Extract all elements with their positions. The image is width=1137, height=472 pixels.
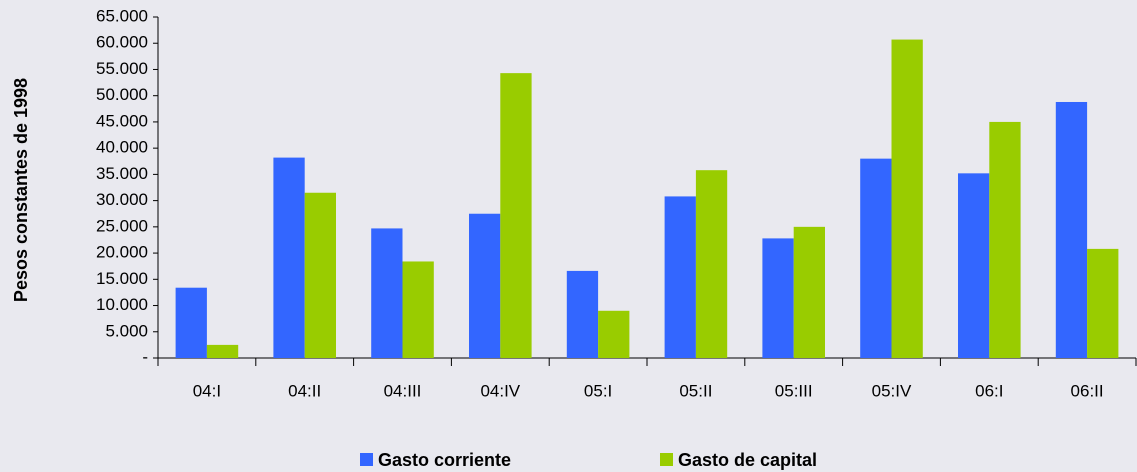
bar bbox=[566, 270, 599, 358]
bar bbox=[273, 157, 305, 358]
bar bbox=[175, 287, 207, 358]
bar bbox=[469, 213, 501, 358]
y-tick-label: 65.000 bbox=[96, 6, 148, 25]
y-tick-label: 30.000 bbox=[96, 190, 148, 209]
y-tick-label: 5.000 bbox=[105, 321, 148, 340]
y-tick-label: - bbox=[142, 347, 148, 366]
x-tick-label: 04:II bbox=[288, 381, 321, 400]
y-tick-label: 50.000 bbox=[96, 85, 148, 104]
y-tick-label: 20.000 bbox=[96, 243, 148, 262]
legend-swatch bbox=[360, 453, 373, 466]
bar bbox=[304, 192, 336, 358]
legend-label: Gasto corriente bbox=[378, 450, 511, 470]
bar bbox=[989, 121, 1021, 358]
bar bbox=[664, 196, 696, 358]
bar bbox=[695, 170, 728, 358]
x-tick-label: 05:IV bbox=[872, 381, 912, 400]
y-tick-label: 10.000 bbox=[96, 295, 148, 314]
bar bbox=[762, 238, 794, 358]
y-tick-label: 55.000 bbox=[96, 59, 148, 78]
x-tick-label: 05:I bbox=[584, 381, 612, 400]
bar bbox=[598, 310, 630, 358]
bar bbox=[371, 228, 403, 358]
bar bbox=[402, 261, 434, 358]
bar bbox=[500, 73, 532, 358]
legend-swatch bbox=[660, 453, 673, 466]
y-tick-label: 25.000 bbox=[96, 216, 148, 235]
y-axis-title: Pesos constantes de 1998 bbox=[11, 78, 31, 302]
y-tick-label: 45.000 bbox=[96, 111, 148, 130]
y-tick-label: 40.000 bbox=[96, 138, 148, 157]
bar bbox=[1087, 248, 1119, 358]
bar bbox=[891, 39, 923, 358]
legend-label: Gasto de capital bbox=[678, 450, 817, 470]
bar bbox=[206, 344, 239, 358]
x-tick-label: 04:III bbox=[384, 381, 422, 400]
bar bbox=[793, 226, 825, 358]
bar bbox=[1055, 101, 1088, 358]
x-tick-label: 05:III bbox=[775, 381, 813, 400]
x-tick-label: 05:II bbox=[679, 381, 712, 400]
x-tick-label: 04:IV bbox=[480, 381, 520, 400]
y-tick-label: 35.000 bbox=[96, 164, 148, 183]
x-tick-label: 04:I bbox=[193, 381, 221, 400]
y-tick-label: 15.000 bbox=[96, 269, 148, 288]
y-tick-label: 60.000 bbox=[96, 33, 148, 52]
x-tick-label: 06:I bbox=[975, 381, 1003, 400]
bar bbox=[860, 158, 892, 358]
x-tick-label: 06:II bbox=[1071, 381, 1104, 400]
bar bbox=[958, 173, 990, 358]
